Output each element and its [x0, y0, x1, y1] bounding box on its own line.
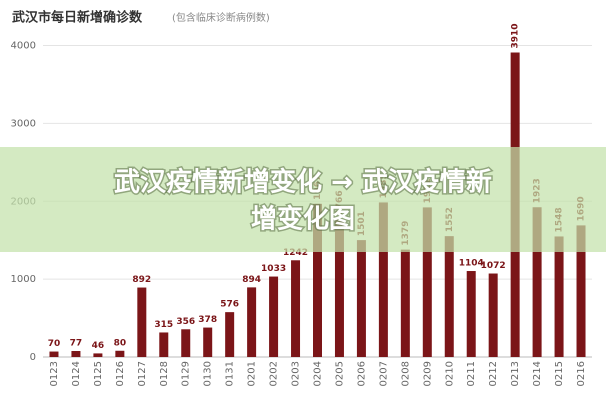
x-tick-label: 0131	[225, 361, 236, 386]
bar	[554, 236, 564, 357]
bar	[93, 353, 103, 357]
banner-text: 增变化图	[251, 204, 355, 235]
data-label: 70	[48, 339, 61, 349]
data-label: 3910	[511, 23, 521, 48]
y-tick-label: 0	[30, 352, 36, 363]
x-tick-label: 0124	[71, 361, 82, 386]
x-tick-label: 0130	[203, 361, 214, 386]
data-label: 894	[242, 275, 261, 285]
data-label: 46	[92, 341, 105, 351]
y-tick-label: 3000	[11, 118, 36, 129]
bar	[49, 351, 59, 357]
bar	[400, 249, 410, 357]
x-tick-label: 0214	[532, 361, 543, 386]
data-label: 1242	[283, 248, 308, 258]
data-label: 378	[198, 315, 217, 325]
data-label: 315	[154, 320, 173, 330]
x-tick-label: 0127	[137, 361, 148, 386]
y-tick-label: 4000	[11, 41, 36, 52]
chart-title: 武汉市每日新增确诊数	[12, 10, 143, 26]
data-label: 892	[132, 275, 151, 285]
x-tick-label: 0216	[576, 361, 587, 386]
x-tick-label: 0201	[247, 361, 258, 386]
x-tick-label: 0212	[488, 361, 499, 386]
overlay-banner	[0, 147, 606, 252]
x-tick-label: 0206	[356, 361, 367, 386]
data-label: 576	[220, 300, 239, 310]
data-label: 1033	[261, 264, 286, 274]
x-tick-label: 0210	[444, 361, 455, 386]
x-tick-label: 0205	[334, 361, 345, 386]
x-tick-label: 0215	[554, 361, 565, 386]
x-tick-label: 0213	[510, 361, 521, 386]
x-tick-label: 0125	[93, 361, 104, 386]
bar	[488, 273, 498, 357]
bar	[115, 350, 125, 357]
x-tick-label: 0204	[313, 361, 324, 386]
banner-text: 武汉疫情新增变化 → 武汉疫情新	[114, 167, 492, 198]
bar	[532, 207, 542, 357]
data-label: 356	[176, 317, 195, 327]
bar	[444, 236, 454, 357]
bar	[247, 287, 257, 357]
data-label: 80	[114, 338, 127, 348]
data-label: 77	[70, 339, 83, 349]
y-tick-label: 1000	[11, 274, 36, 285]
bar	[334, 219, 344, 357]
bar	[71, 351, 81, 357]
bar	[291, 260, 301, 357]
bar	[313, 203, 322, 357]
bar	[269, 276, 279, 357]
bar	[466, 271, 476, 357]
x-tick-label: 0211	[466, 361, 477, 386]
bar	[225, 312, 235, 357]
x-tick-label: 0129	[181, 361, 192, 386]
data-label: 1104	[459, 259, 484, 269]
x-tick-label: 0207	[378, 361, 389, 386]
bar	[576, 225, 586, 357]
x-tick-label: 0126	[115, 361, 126, 386]
bar	[159, 332, 169, 357]
x-tick-label: 0202	[269, 361, 280, 386]
x-tick-label: 0209	[422, 361, 433, 386]
bar	[203, 327, 213, 357]
bar	[181, 329, 191, 357]
bar	[378, 202, 388, 357]
data-label: 1072	[481, 261, 506, 271]
bar	[422, 207, 432, 357]
x-tick-label: 0203	[291, 361, 302, 386]
x-tick-label: 0208	[400, 361, 411, 386]
chart-subtitle: (包含临床诊断病例数)	[172, 11, 270, 24]
bar	[137, 287, 147, 357]
x-tick-label: 0123	[49, 361, 60, 386]
bar	[356, 240, 366, 357]
x-tick-label: 0128	[159, 361, 170, 386]
